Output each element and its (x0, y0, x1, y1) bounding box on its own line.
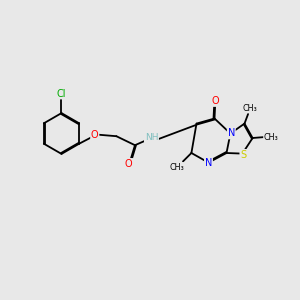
Text: O: O (125, 159, 133, 169)
Text: Cl: Cl (57, 88, 66, 99)
Text: CH₃: CH₃ (264, 133, 279, 142)
Text: CH₃: CH₃ (169, 163, 184, 172)
Text: N: N (205, 158, 212, 169)
Text: N: N (228, 128, 235, 139)
Text: O: O (91, 130, 99, 140)
Text: NH: NH (145, 133, 158, 142)
Text: O: O (211, 96, 219, 106)
Text: S: S (240, 150, 246, 160)
Text: CH₃: CH₃ (242, 103, 257, 112)
